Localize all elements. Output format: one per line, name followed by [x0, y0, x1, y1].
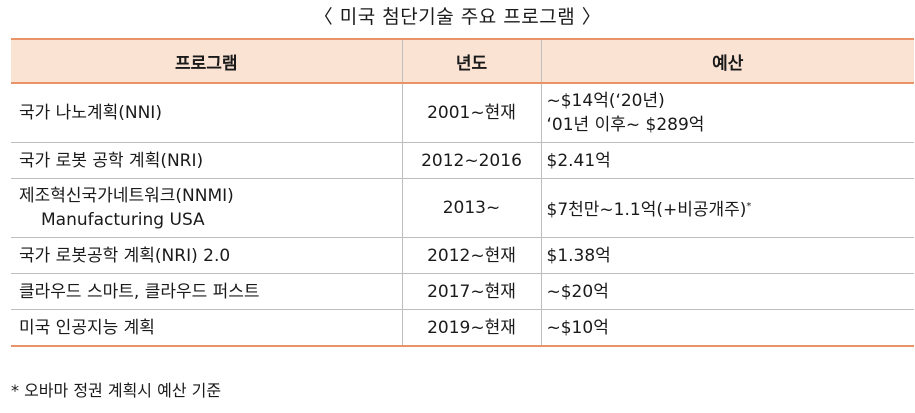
table-row: 미국 인공지능 계획 2019~현재 ~$10억	[11, 309, 914, 347]
budget-cell: $2.41억	[540, 142, 914, 179]
program-name: 미국 인공지능 계획	[19, 317, 155, 338]
budget-line: ~$14억(‘20년)	[546, 91, 665, 111]
program-cell: 국가 로봇 공학 계획(NRI)	[11, 142, 402, 179]
budget-line: $2.41억	[546, 150, 611, 171]
year-cell: 2017~현재	[401, 273, 541, 310]
program-cell: 국가 로봇공학 계획(NRI) 2.0	[11, 237, 402, 274]
program-name: 국가 나노계획(NNI)	[19, 103, 162, 123]
table-row: 제조혁신국가네트워크(NNMI) Manufacturing USA 2013~…	[11, 178, 914, 238]
year-cell: 2012~2016	[401, 142, 541, 179]
program-cell: 클라우드 스마트, 클라우드 퍼스트	[11, 273, 402, 310]
table-row: 클라우드 스마트, 클라우드 퍼스트 2017~현재 ~$20억	[11, 273, 914, 310]
year-cell: 2013~	[401, 178, 541, 238]
budget-cell: $7천만~1.1억(+비공개주)*	[540, 178, 914, 238]
programs-table: 프로그램 년도 예산 국가 나노계획(NNI) 2001~현재 ~$14억(‘2…	[11, 38, 914, 347]
program-name: 클라우드 스마트, 클라우드 퍼스트	[19, 281, 260, 302]
budget-line: $7천만~1.1억(+비공개주)	[546, 199, 747, 220]
footnote: * 오바마 정권 계획시 예산 기준	[11, 381, 222, 400]
program-subname: Manufacturing USA	[41, 210, 205, 230]
budget-cell: ~$14억(‘20년) ‘01년 이후~ $289억	[540, 83, 914, 143]
program-name: 국가 로봇 공학 계획(NRI)	[19, 150, 204, 171]
table-caption: 〈 미국 첨단기술 주요 프로그램 〉	[313, 6, 602, 28]
budget-cell: $1.38억	[540, 237, 914, 274]
program-cell: 국가 나노계획(NNI)	[11, 83, 402, 143]
budget-cell: ~$10억	[540, 309, 914, 347]
table-row: 국가 나노계획(NNI) 2001~현재 ~$14억(‘20년) ‘01년 이후…	[11, 83, 914, 143]
header-year: 년도	[401, 38, 541, 84]
table-row: 국가 로봇 공학 계획(NRI) 2012~2016 $2.41억	[11, 142, 914, 179]
budget-line: $1.38억	[546, 245, 611, 266]
year-cell: 2019~현재	[401, 309, 541, 347]
year-cell: 2012~현재	[401, 237, 541, 274]
footnote-marker: *	[746, 200, 752, 212]
table-header-row: 프로그램 년도 예산	[11, 38, 914, 84]
header-program: 프로그램	[11, 38, 402, 84]
budget-line: ‘01년 이후~ $289억	[546, 115, 705, 135]
program-name: 국가 로봇공학 계획(NRI) 2.0	[19, 245, 231, 266]
budget-line: ~$20억	[546, 281, 609, 302]
program-cell: 미국 인공지능 계획	[11, 309, 402, 347]
header-budget: 예산	[540, 38, 914, 84]
year-cell: 2001~현재	[401, 83, 541, 143]
budget-line: ~$10억	[546, 317, 609, 338]
program-cell: 제조혁신국가네트워크(NNMI) Manufacturing USA	[11, 178, 402, 238]
budget-cell: ~$20억	[540, 273, 914, 310]
program-name: 제조혁신국가네트워크(NNMI)	[19, 186, 234, 206]
table-row: 국가 로봇공학 계획(NRI) 2.0 2012~현재 $1.38억	[11, 237, 914, 274]
